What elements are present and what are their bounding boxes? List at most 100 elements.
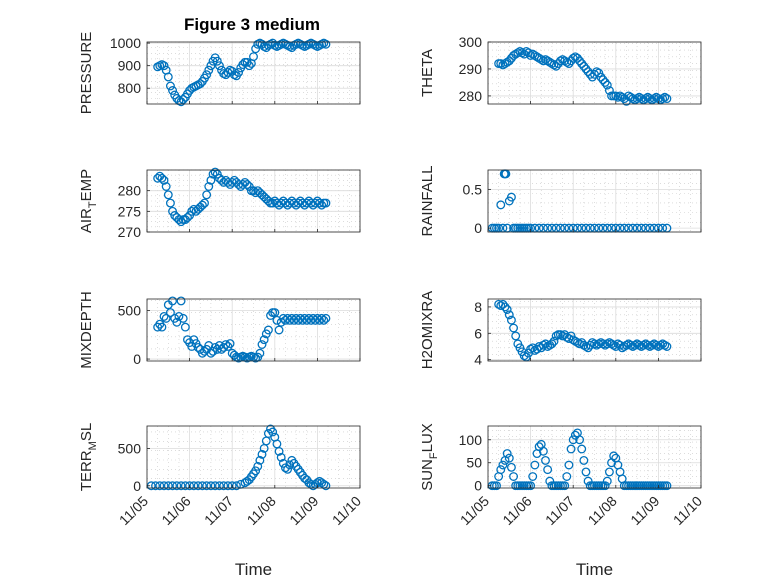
data-point (498, 299, 508, 309)
x-tick-label: 11/05 (457, 493, 493, 529)
data-point (281, 315, 290, 325)
data-point (272, 439, 282, 449)
data-point (159, 175, 169, 185)
data-point (227, 481, 237, 491)
data-point (506, 462, 516, 472)
data-point (187, 206, 197, 216)
data-point (159, 311, 169, 321)
data-point (176, 217, 186, 227)
series-theta (494, 46, 672, 106)
data-point (261, 436, 271, 446)
data-point (185, 481, 195, 491)
data-point (291, 313, 301, 323)
subplot-mixdepth: 0 500 MIXDEPTH (78, 291, 361, 369)
data-point (660, 340, 670, 350)
data-point (204, 182, 214, 191)
y-tick-label: 500 (118, 303, 142, 319)
data-point (183, 213, 192, 222)
data-point (298, 198, 307, 208)
data-point (151, 481, 160, 491)
data-point (498, 460, 508, 470)
data-point (645, 94, 655, 104)
data-point (604, 86, 614, 95)
data-point (656, 340, 665, 350)
x-axis-label: Time (235, 560, 272, 579)
data-point (285, 460, 295, 470)
data-point (300, 313, 310, 323)
data-point (270, 308, 280, 318)
data-point (180, 322, 190, 332)
y-axis-label: THETA (419, 49, 436, 97)
data-point (206, 348, 216, 358)
y-tick-label: 4 (474, 352, 482, 368)
x-tick-label: 11/08 (244, 493, 280, 529)
axes-box (146, 41, 361, 105)
data-point (662, 94, 672, 104)
data-point (519, 49, 529, 59)
axes-box (146, 425, 361, 489)
y-axis-label: AIRTEMP (78, 169, 99, 233)
subplot-theta: 280 290 300 THETA (419, 34, 702, 106)
data-point (526, 481, 536, 491)
data-point (564, 460, 574, 470)
data-point (662, 342, 672, 351)
data-point (285, 315, 295, 325)
series-pressure (153, 38, 331, 107)
x-tick-label: 11/09 (286, 493, 322, 529)
data-point (504, 453, 514, 463)
data-point (543, 465, 553, 475)
data-point (276, 452, 286, 462)
data-point (643, 340, 653, 350)
subplot-air-temp: 270 275 280 AIRTEMP (78, 167, 361, 240)
data-point (596, 72, 606, 82)
data-point (649, 94, 659, 104)
data-point (210, 342, 220, 352)
data-point (579, 455, 589, 465)
data-point (496, 465, 506, 475)
x-tick-label: 11/09 (627, 493, 663, 529)
data-point (312, 313, 322, 323)
subplot-h2omixra: 4 6 8 H2OMIXRA (419, 291, 702, 369)
data-point (517, 48, 527, 58)
data-point (244, 61, 254, 71)
data-point (263, 429, 273, 438)
data-point (168, 206, 178, 216)
y-axis-label: PRESSURE (78, 32, 95, 115)
data-point (165, 198, 175, 208)
data-point (560, 481, 570, 491)
data-point (302, 198, 312, 208)
data-point (317, 200, 327, 210)
data-point (496, 301, 506, 311)
data-point (168, 481, 178, 491)
data-point (506, 192, 516, 202)
data-point (234, 180, 244, 189)
data-point (176, 296, 186, 306)
data-point (306, 198, 316, 208)
data-point (255, 455, 265, 465)
data-point (528, 343, 538, 353)
x-tick-label: 11/05 (116, 493, 152, 529)
data-point (195, 79, 205, 89)
data-point (632, 94, 642, 104)
y-tick-label: 0 (133, 478, 141, 494)
data-point (155, 481, 165, 491)
data-point (562, 472, 572, 481)
data-point (634, 340, 644, 350)
data-point (511, 331, 521, 341)
data-point (568, 435, 578, 445)
data-point (500, 302, 510, 312)
data-point (496, 59, 506, 69)
data-point (594, 339, 604, 349)
data-point (193, 481, 203, 491)
x-tick-label: 11/07 (542, 493, 578, 529)
y-tick-label: 280 (118, 183, 142, 199)
data-point (321, 39, 331, 49)
data-point (200, 198, 209, 208)
data-point (541, 455, 550, 465)
data-point (274, 446, 284, 456)
figure-title: Figure 3 medium (184, 15, 320, 34)
data-point (492, 481, 501, 491)
data-point (581, 467, 591, 477)
y-tick-label: 900 (118, 58, 142, 74)
data-point (630, 340, 640, 350)
